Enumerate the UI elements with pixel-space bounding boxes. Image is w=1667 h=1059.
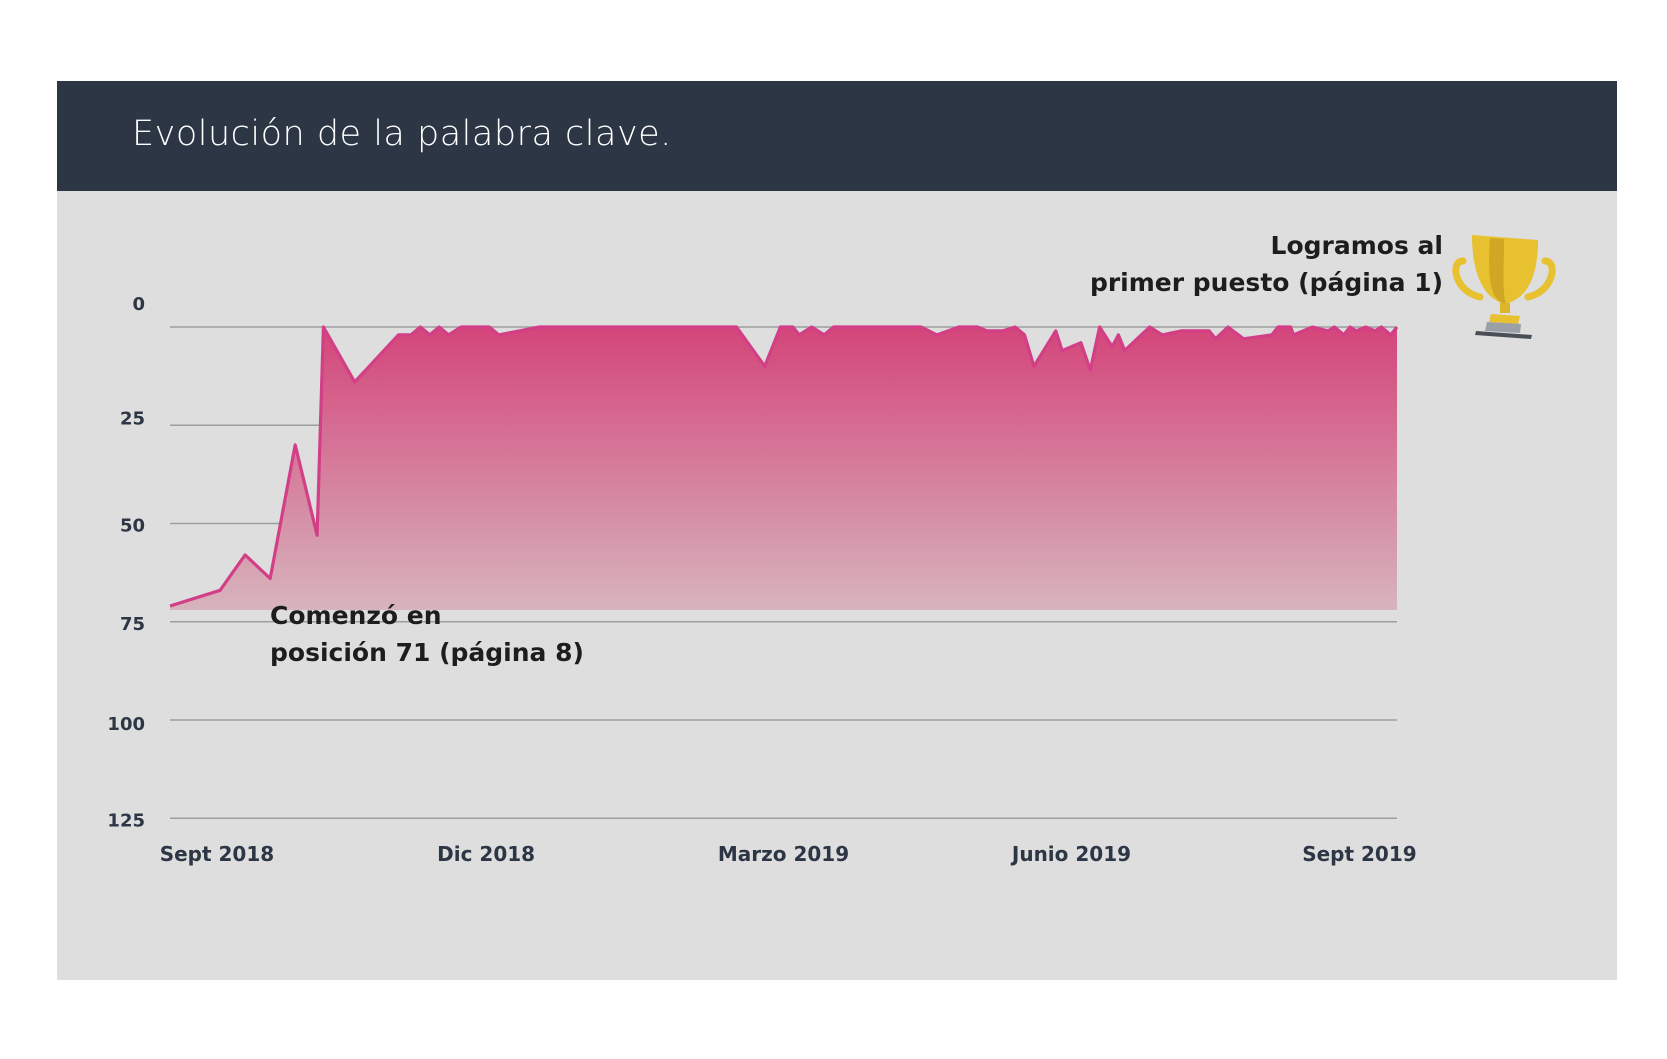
y-tick-label: 125 <box>107 810 145 831</box>
y-tick-label: 0 <box>132 294 145 315</box>
top-annotation: Logramos al <box>1271 231 1443 260</box>
start-annotation: posición 71 (página 8) <box>270 638 584 667</box>
x-tick-label: Dic 2018 <box>437 842 535 866</box>
x-tick-label: Junio 2019 <box>1010 842 1131 866</box>
chart-title: Evolución de la palabra clave. <box>132 114 672 154</box>
chart-header: Evolución de la palabra clave. <box>57 81 1617 191</box>
trophy-icon <box>1452 235 1556 339</box>
x-tick-label: Marzo 2019 <box>718 842 849 866</box>
x-tick-label: Sept 2018 <box>160 842 274 866</box>
area-fill <box>170 327 1397 610</box>
y-tick-label: 75 <box>120 614 145 635</box>
y-tick-label: 50 <box>120 516 145 537</box>
chart-area: 0 25 50 75 100 125 Sept 2018 Dic 2018 Marzo 201… <box>107 231 1556 866</box>
y-tick-label: 25 <box>120 408 145 429</box>
y-tick-label: 100 <box>107 714 145 735</box>
x-tick-label: Sept 2019 <box>1302 842 1416 866</box>
series-line <box>169 325 1399 608</box>
chart-card: Evolución de la palabra clave. 0 25 50 75 10… <box>57 81 1617 980</box>
x-axis-ticks: Sept 2018 Dic 2018 Marzo 2019 Junio 2019 Sep… <box>160 842 1417 866</box>
top-annotation: primer puesto (página 1) <box>1090 268 1443 297</box>
series-area <box>170 327 1397 610</box>
annotations: Comenzó en posición 71 (página 8) Logramos… <box>270 231 1443 667</box>
start-annotation: Comenzó en <box>270 601 442 630</box>
series-line-path <box>169 325 1399 608</box>
y-axis-ticks: 0 25 50 75 100 125 <box>107 294 145 831</box>
